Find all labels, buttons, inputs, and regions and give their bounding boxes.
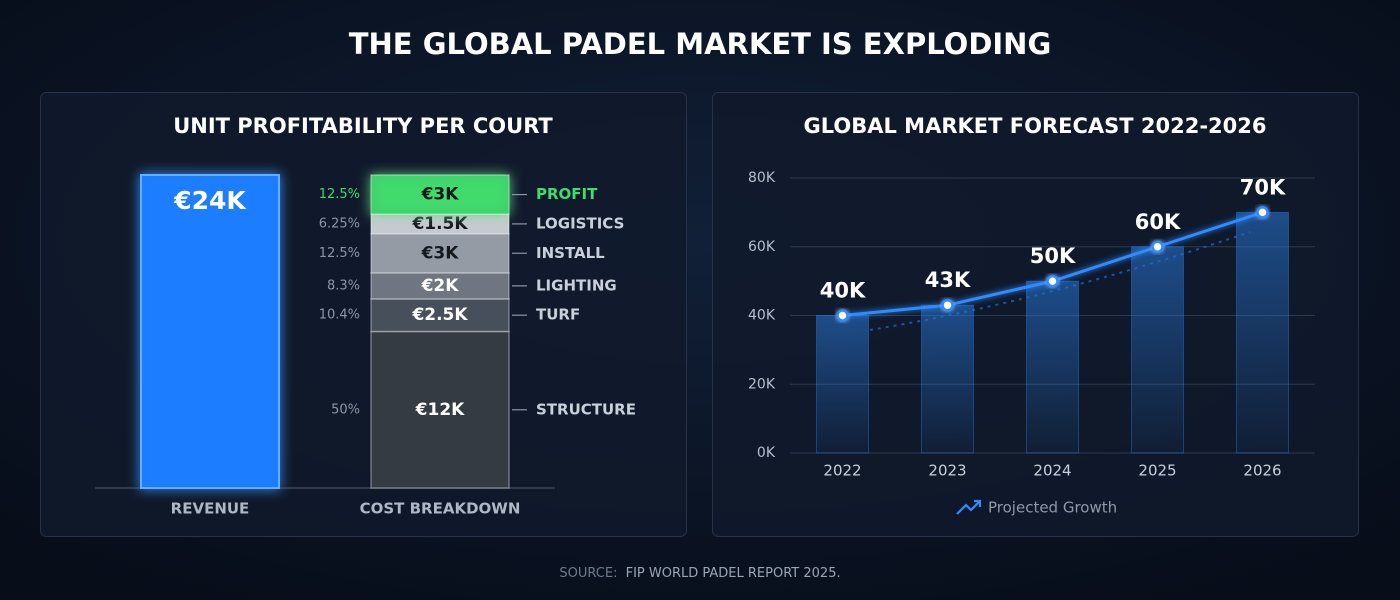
segment-name: LOGISTICS (536, 214, 624, 232)
legend-label: Projected Growth (988, 499, 1117, 517)
value-label: 60K (1135, 210, 1181, 234)
bar-segment (140, 174, 280, 489)
bar-segment (370, 174, 510, 215)
share-label: 50% (331, 402, 360, 417)
x-tick-label: 2024 (1033, 462, 1071, 480)
source-text: FIP WORLD PADEL REPORT 2025. (626, 566, 841, 581)
share-label: 12.5% (319, 187, 360, 202)
panel (40, 92, 687, 537)
point (941, 298, 954, 312)
bar (1236, 211, 1289, 454)
source-label: SOURCE: (559, 566, 617, 581)
chart-title: UNIT PROFITABILITY PER COURT (173, 114, 553, 138)
chart-title: GLOBAL MARKET FORECAST 2022-2026 (804, 114, 1267, 138)
share-label: 10.4% (319, 308, 360, 323)
y-tick-label: 20K (748, 376, 776, 392)
segment-name: TURF (536, 306, 580, 324)
point (1151, 240, 1164, 253)
x-tick-label: REVENUE (171, 500, 250, 518)
segment-name: PROFIT (536, 185, 598, 203)
x-tick-label: COST BREAKDOWN (360, 500, 521, 518)
bar-segment (370, 298, 510, 333)
value-label: €24K (173, 186, 247, 215)
y-tick-label: 80K (748, 170, 776, 186)
bar (816, 315, 869, 454)
segment-name: STRUCTURE (536, 400, 636, 418)
share-label: 8.3% (327, 278, 360, 293)
bar-segment (370, 330, 510, 489)
forecast-chart: 0K 20K 40K 60K 80K 2022 2023 2024 2025 2026 40K 43K… (748, 170, 1315, 517)
source-note: SOURCE: FIP WORLD PADEL REPORT 2025. (559, 566, 840, 581)
y-tick-label: 60K (748, 239, 776, 255)
bar-segment (370, 272, 510, 300)
value-label: 50K (1030, 244, 1076, 268)
legend-icon (956, 499, 982, 515)
point (1046, 274, 1059, 288)
share-label: 12.5% (319, 246, 360, 261)
x-tick-label: 2025 (1138, 462, 1176, 480)
profitability-chart: REVENUE €24K COST BREAKDOWN €12K 50% STRUCTUR… (95, 174, 636, 518)
bar (1026, 280, 1079, 454)
x-tick-label: 2026 (1243, 462, 1281, 480)
value-label: €12K (415, 400, 465, 420)
value-label: 43K (925, 268, 971, 292)
segment-name: LIGHTING (536, 276, 617, 294)
trend-arrow (869, 231, 1251, 331)
value-label: 40K (820, 279, 866, 303)
value-label: €2K (421, 276, 460, 296)
x-tick-label: 2023 (928, 462, 966, 480)
value-label: €1.5K (411, 214, 468, 234)
point (1256, 206, 1269, 219)
segment-name: INSTALL (536, 244, 605, 262)
page-title: THE GLOBAL PADEL MARKET IS EXPLODING (349, 27, 1052, 61)
x-tick-label: 2022 (823, 462, 861, 480)
share-label: 6.25% (319, 216, 360, 231)
bar (1131, 246, 1184, 454)
bar-segment (370, 232, 510, 274)
y-tick-label: 0K (757, 445, 776, 461)
value-label: €2.5K (411, 305, 468, 325)
value-label: €3K (421, 185, 460, 205)
bar (921, 304, 974, 454)
point (836, 309, 849, 322)
y-tick-label: 40K (748, 308, 776, 324)
value-label: 70K (1240, 175, 1286, 199)
value-label: €3K (421, 243, 460, 263)
